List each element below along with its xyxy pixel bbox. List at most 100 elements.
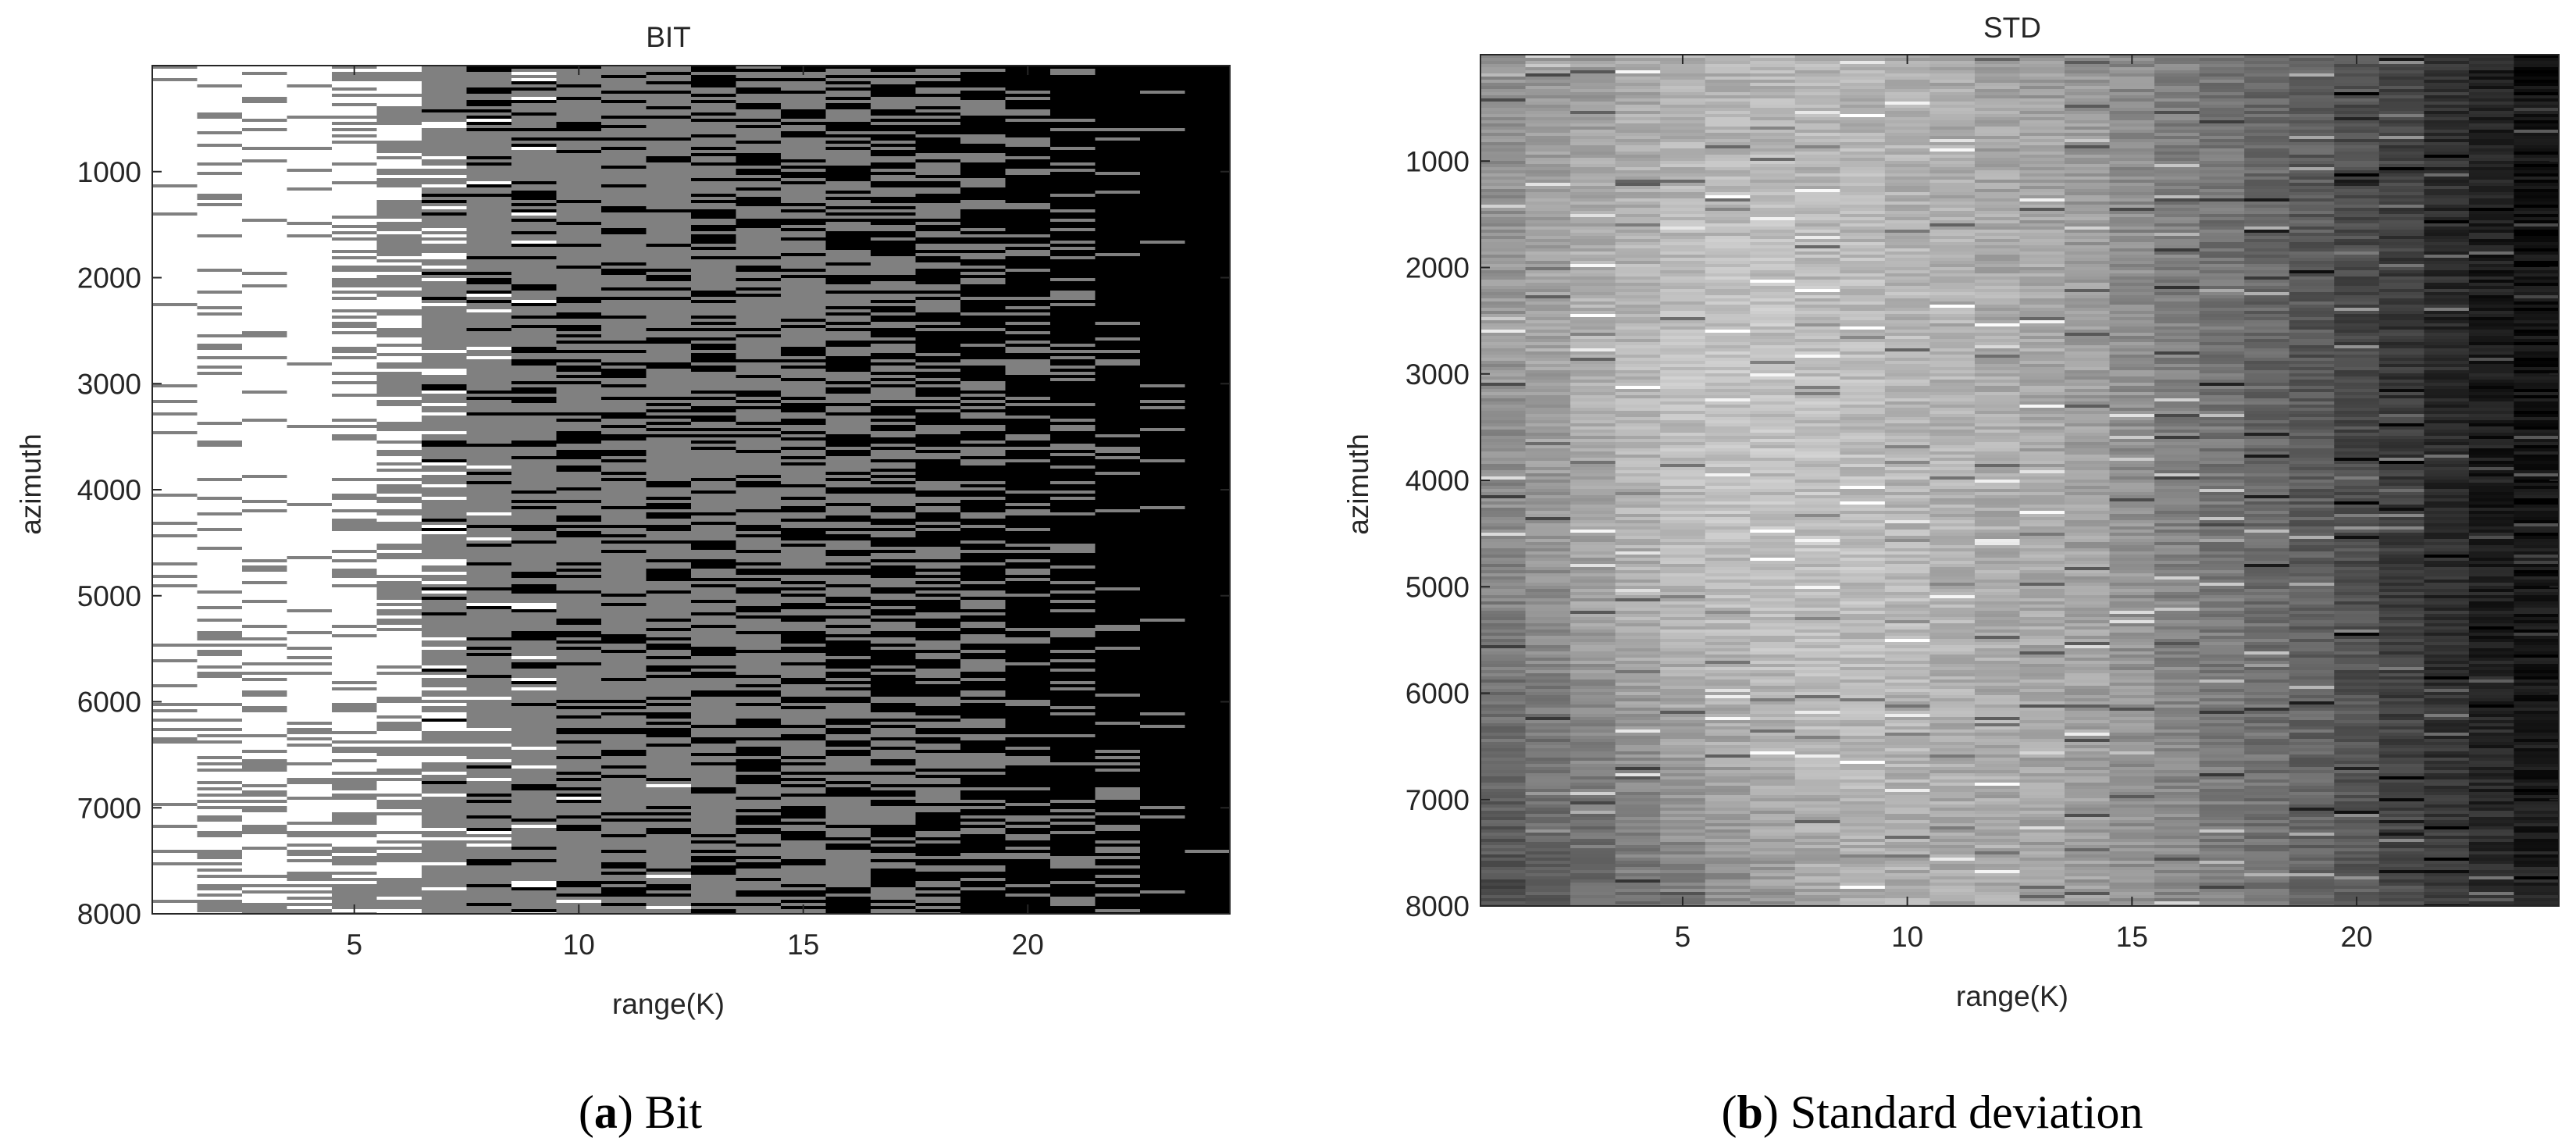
heatmap-cell: [152, 659, 198, 663]
heatmap-cell: [736, 728, 782, 732]
heatmap-cell: [422, 259, 468, 263]
heatmap-cell: [376, 247, 422, 251]
heatmap-cell: [825, 853, 871, 857]
heatmap-cell: [825, 834, 871, 838]
heatmap-cell: [556, 519, 602, 523]
heatmap-cell: [825, 256, 871, 260]
heatmap-cell: [152, 447, 198, 451]
heatmap-cell: [960, 128, 1007, 132]
heatmap-cell: [287, 775, 333, 779]
heatmap-cells: [152, 66, 1231, 915]
heatmap-cell: [197, 903, 243, 907]
heatmap-cell: [960, 266, 1007, 269]
heatmap-cell: [960, 287, 1007, 291]
heatmap-cell: [781, 740, 827, 744]
heatmap-cell: [287, 844, 333, 847]
heatmap-cell: [646, 300, 692, 304]
heatmap-cell: [691, 853, 737, 857]
heatmap-cell: [511, 225, 558, 229]
heatmap-cell: [466, 166, 512, 169]
heatmap-cell: [422, 203, 468, 207]
heatmap-cell: [781, 197, 827, 201]
heatmap-cell: [646, 790, 692, 794]
heatmap-cell: [511, 640, 558, 644]
heatmap-cell: [736, 762, 782, 766]
heatmap-cell: [736, 156, 782, 160]
heatmap-cell: [422, 547, 468, 551]
heatmap-cell: [422, 425, 468, 429]
heatmap-cell: [332, 450, 378, 454]
heatmap-cell: [242, 337, 288, 341]
heatmap-cell: [197, 562, 243, 566]
heatmap-cell: [781, 175, 827, 179]
heatmap-cell: [691, 909, 737, 913]
heatmap-cell: [601, 72, 647, 76]
heatmap-cell: [601, 447, 647, 451]
heatmap-cell: [556, 150, 602, 154]
heatmap-cell: [871, 684, 917, 688]
heatmap-cell: [242, 575, 288, 579]
heatmap-cell: [915, 884, 961, 888]
heatmap-cell: [332, 584, 378, 588]
heatmap-cell: [691, 91, 737, 95]
heatmap-cell: [332, 659, 378, 663]
heatmap-cell: [332, 644, 378, 647]
heatmap-cell: [332, 253, 378, 257]
heatmap-cell: [556, 328, 602, 332]
heatmap-cell: [601, 681, 647, 685]
heatmap-cell: [736, 350, 782, 354]
heatmap-cell: [601, 622, 647, 626]
heatmap-cell: [871, 547, 917, 551]
heatmap-cell: [422, 162, 468, 166]
heatmap-cell: [287, 815, 333, 819]
heatmap-cell: [376, 590, 422, 594]
heatmap-cell: [197, 178, 243, 182]
heatmap-cell: [197, 222, 243, 226]
heatmap-cell: [466, 456, 512, 460]
heatmap-cell: [422, 734, 468, 738]
heatmap-cell: [601, 865, 647, 869]
heatmap-cell: [781, 612, 827, 616]
heatmap-cell: [736, 297, 782, 301]
heatmap-cell: [646, 497, 692, 501]
heatmap-cell: [646, 590, 692, 594]
heatmap-cell: [152, 200, 198, 204]
heatmap-cell: [197, 909, 243, 913]
heatmap-cell: [556, 84, 602, 88]
heatmap-cell: [736, 147, 782, 151]
heatmap-cell: [422, 344, 468, 348]
heatmap-cell: [466, 537, 512, 541]
heatmap-cell: [287, 737, 333, 741]
heatmap-cell: [646, 544, 692, 548]
heatmap-cell: [152, 734, 198, 738]
heatmap-cell: [871, 447, 917, 451]
heatmap-cell: [242, 531, 288, 535]
heatmap-cell: [376, 144, 422, 148]
heatmap-cell: [332, 406, 378, 410]
heatmap-cell: [691, 550, 737, 554]
heatmap-cell: [601, 184, 647, 188]
heatmap-cell: [871, 503, 917, 507]
heatmap-cell: [197, 497, 243, 501]
heatmap-cell: [601, 431, 647, 435]
heatmap-cell: [871, 453, 917, 457]
heatmap-cell: [691, 584, 737, 588]
heatmap-cell: [556, 584, 602, 588]
heatmap-cell: [915, 237, 961, 241]
heatmap-cell: [871, 762, 917, 766]
heatmap-cell: [736, 681, 782, 685]
heatmap-cell: [422, 291, 468, 294]
heatmap-cell: [601, 319, 647, 323]
heatmap-cell: [871, 437, 917, 441]
heatmap-cell: [152, 812, 198, 816]
heatmap-cell: [825, 594, 871, 597]
heatmap-cell: [646, 606, 692, 610]
heatmap-cell: [871, 94, 917, 98]
heatmap-cell: [197, 631, 243, 635]
heatmap-cell: [960, 200, 1007, 204]
heatmap-cell: [915, 465, 961, 469]
heatmap-cell: [376, 484, 422, 488]
heatmap-cell: [915, 331, 961, 335]
heatmap-cell: [511, 350, 558, 354]
heatmap-cell: [601, 647, 647, 651]
